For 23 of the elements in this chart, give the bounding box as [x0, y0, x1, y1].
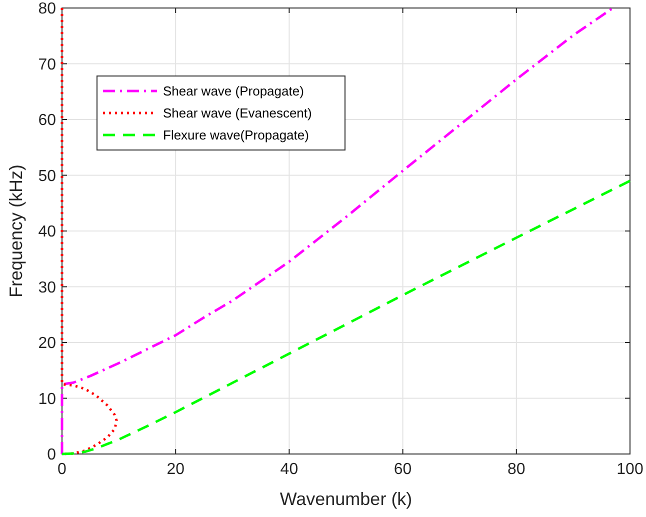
x-tick-label: 0	[58, 461, 67, 478]
legend-label: Shear wave (Propagate)	[163, 84, 304, 99]
line-series	[60, 6, 118, 456]
x-tick-label: 80	[508, 461, 526, 478]
y-tick-label: 70	[38, 56, 56, 74]
line-series	[60, 6, 614, 456]
y-axis-title: Frequency (kHz)	[6, 164, 26, 298]
x-tick-label: 60	[394, 461, 412, 478]
x-tick-label: 20	[166, 461, 185, 478]
legend-label: Shear wave (Evanescent)	[163, 106, 312, 121]
y-tick-label: 50	[38, 168, 56, 185]
y-tick-label: 80	[38, 0, 56, 18]
y-tick-label: 40	[38, 224, 56, 241]
x-tick-label: 100	[616, 461, 644, 478]
y-tick-label: 10	[38, 390, 56, 408]
y-tick-label: 30	[38, 279, 56, 296]
y-tick-label: 20	[38, 335, 56, 352]
y-tick-label: 0	[47, 446, 56, 464]
line-series	[60, 180, 632, 456]
legend-label: Flexure wave(Propagate)	[163, 128, 309, 143]
y-tick-label: 60	[38, 112, 56, 130]
x-axis-title: Wavenumber (k)	[280, 489, 412, 509]
x-tick-label: 40	[280, 461, 298, 478]
